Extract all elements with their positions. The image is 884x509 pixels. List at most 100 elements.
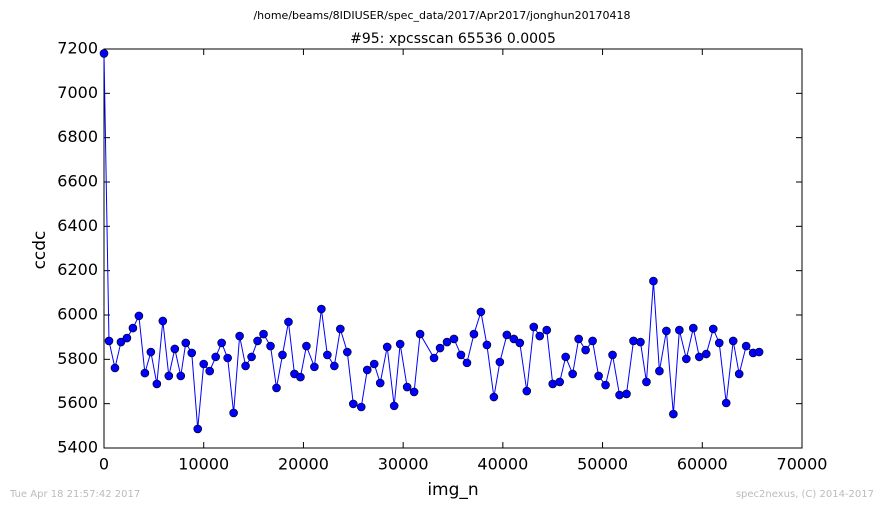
data-point xyxy=(542,325,552,335)
data-point xyxy=(629,336,638,346)
data-point xyxy=(110,363,120,373)
data-point xyxy=(682,354,691,364)
footer-left: Tue Apr 18 21:57:42 2017 xyxy=(9,489,140,500)
y-tick-label: 6400 xyxy=(57,216,98,235)
data-point xyxy=(476,307,486,317)
data-point xyxy=(522,386,532,396)
data-point xyxy=(675,325,684,335)
data-point xyxy=(158,316,168,326)
x-tick-label: 60000 xyxy=(677,455,728,474)
data-point xyxy=(741,341,751,351)
data-point xyxy=(409,387,419,397)
data-point xyxy=(728,336,738,346)
data-point xyxy=(317,304,326,314)
data-point xyxy=(253,336,262,346)
data-point xyxy=(442,337,452,347)
data-point xyxy=(581,345,590,355)
data-point xyxy=(205,366,214,376)
data-point xyxy=(362,365,372,375)
data-point xyxy=(734,369,744,379)
y-tick-label: 6000 xyxy=(57,305,98,324)
data-point xyxy=(555,377,564,387)
data-point xyxy=(429,353,439,363)
data-point xyxy=(247,352,256,362)
data-point xyxy=(574,334,583,344)
data-point xyxy=(241,361,250,371)
data-point xyxy=(187,348,197,358)
data-point xyxy=(348,399,358,409)
data-point xyxy=(402,382,412,392)
data-point xyxy=(302,341,311,351)
x-tick-label: 50000 xyxy=(577,455,628,474)
data-point xyxy=(176,371,186,381)
data-point xyxy=(561,352,570,362)
plot-frame xyxy=(103,48,803,449)
x-axis-label: img_n xyxy=(427,480,478,500)
data-point xyxy=(622,389,631,399)
data-point xyxy=(310,362,319,372)
y-tick-label: 5600 xyxy=(57,393,98,412)
data-point xyxy=(259,329,268,339)
data-point xyxy=(164,371,174,381)
data-point xyxy=(193,424,203,434)
data-point xyxy=(714,338,724,348)
x-tick-label: 10000 xyxy=(178,455,229,474)
y-axis-label: ccdc xyxy=(30,231,50,270)
data-point xyxy=(323,350,332,360)
data-point xyxy=(588,336,597,346)
data-point xyxy=(689,323,698,333)
y-tick-label: 5400 xyxy=(57,438,98,457)
data-point xyxy=(181,338,191,348)
y-tick-label: 5800 xyxy=(57,349,98,368)
data-point xyxy=(116,337,126,347)
data-point xyxy=(601,380,610,390)
suptitle: /home/beams/8IDIUSER/spec_data/2017/Apr2… xyxy=(253,9,630,22)
data-point xyxy=(701,349,711,359)
data-point xyxy=(211,352,220,362)
data-point xyxy=(568,369,577,379)
data-point xyxy=(662,326,671,336)
data-point xyxy=(343,347,352,357)
data-point xyxy=(462,358,472,368)
data-point xyxy=(235,331,244,341)
data-point xyxy=(146,347,156,357)
data-point xyxy=(170,344,180,354)
data-point xyxy=(708,324,718,334)
data-point xyxy=(152,379,162,389)
y-tick-label: 6800 xyxy=(57,127,98,146)
data-point xyxy=(278,350,287,360)
data-point xyxy=(395,339,405,349)
footer-right: spec2nexus, (C) 2014-2017 xyxy=(736,489,874,500)
data-point xyxy=(535,331,545,341)
data-point xyxy=(229,408,238,418)
data-point xyxy=(636,337,645,347)
data-point xyxy=(369,359,379,369)
data-point xyxy=(721,398,731,408)
chart-title: #95: xpcsscan 65536 0.0005 xyxy=(350,31,556,47)
data-point xyxy=(515,338,525,348)
data-point xyxy=(649,276,658,286)
data-point xyxy=(330,361,339,371)
y-tick-label: 7200 xyxy=(57,39,98,58)
data-point xyxy=(608,350,617,360)
data-point xyxy=(754,347,764,357)
data-point xyxy=(489,392,499,402)
data-point xyxy=(382,342,392,352)
data-point xyxy=(669,409,678,419)
data-point xyxy=(296,372,305,382)
data-point xyxy=(223,353,232,363)
data-point xyxy=(655,366,664,376)
data-point xyxy=(495,357,505,367)
y-tick-label: 7000 xyxy=(57,83,98,102)
x-tick-label: 30000 xyxy=(378,455,429,474)
data-point xyxy=(594,371,603,381)
data-point xyxy=(140,368,150,378)
data-point xyxy=(272,383,281,393)
data-point xyxy=(389,401,399,411)
data-point xyxy=(336,324,345,334)
data-point xyxy=(217,338,226,348)
data-point xyxy=(415,329,425,339)
y-tick-label: 6200 xyxy=(57,260,98,279)
x-tick-label: 20000 xyxy=(278,455,329,474)
